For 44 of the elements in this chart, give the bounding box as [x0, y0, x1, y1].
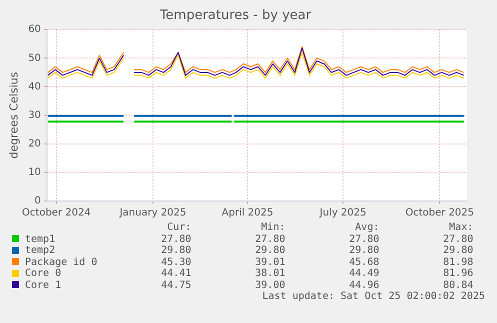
- text: Avg:: [354, 222, 380, 234]
- text: 44.75: [160, 280, 192, 291]
- text: 27.80: [442, 234, 474, 245]
- legend-label: temp2: [24, 245, 56, 256]
- y-axis-title: degrees Celsius: [7, 72, 20, 159]
- text: Last update: Sat Oct 25 02:00:02 2025: [262, 291, 485, 302]
- text: 44.41: [160, 268, 192, 280]
- chart-title: Temperatures - by year: [158, 8, 312, 24]
- legend-label: Core 0: [24, 268, 62, 280]
- text: 45.68: [348, 256, 380, 268]
- x-tick-label: April 2025: [222, 208, 274, 219]
- y-tick-label: 60: [28, 24, 41, 36]
- text: Cur:: [166, 222, 192, 234]
- text: 29.80: [160, 245, 192, 256]
- legend-label: temp1: [24, 234, 56, 245]
- text: 29.80: [442, 245, 474, 256]
- text: 39.01: [254, 256, 286, 268]
- text: 29.80: [348, 245, 380, 256]
- text: 29.80: [254, 245, 286, 256]
- legend-label: Package id 0: [24, 256, 98, 268]
- text: 44.96: [348, 280, 380, 291]
- y-tick-label: 20: [28, 138, 41, 150]
- text: 39.00: [254, 280, 286, 291]
- text: 80.84: [442, 280, 474, 291]
- x-tick-label: October 2025: [405, 208, 474, 219]
- legend-label: Core 1: [24, 280, 62, 291]
- x-tick-label: January 2025: [118, 208, 186, 219]
- y-tick-label: 40: [28, 81, 41, 92]
- y-tick-label: 30: [28, 110, 41, 121]
- text: 45.30: [160, 256, 192, 268]
- text: 38.01: [254, 268, 286, 280]
- y-tick-label: 10: [28, 167, 41, 178]
- text: Min:: [260, 222, 286, 234]
- text: 27.80: [160, 234, 192, 245]
- text: 81.98: [442, 256, 474, 268]
- y-tick-label: 0: [34, 196, 41, 207]
- text: 44.49: [348, 268, 380, 280]
- text: Max:: [448, 222, 474, 234]
- text: 81.96: [442, 268, 474, 280]
- x-tick-label: October 2024: [22, 208, 91, 219]
- text: 27.80: [254, 234, 286, 245]
- text: 27.80: [348, 234, 380, 245]
- y-tick-label: 50: [28, 52, 41, 64]
- x-tick-label: July 2025: [318, 208, 366, 219]
